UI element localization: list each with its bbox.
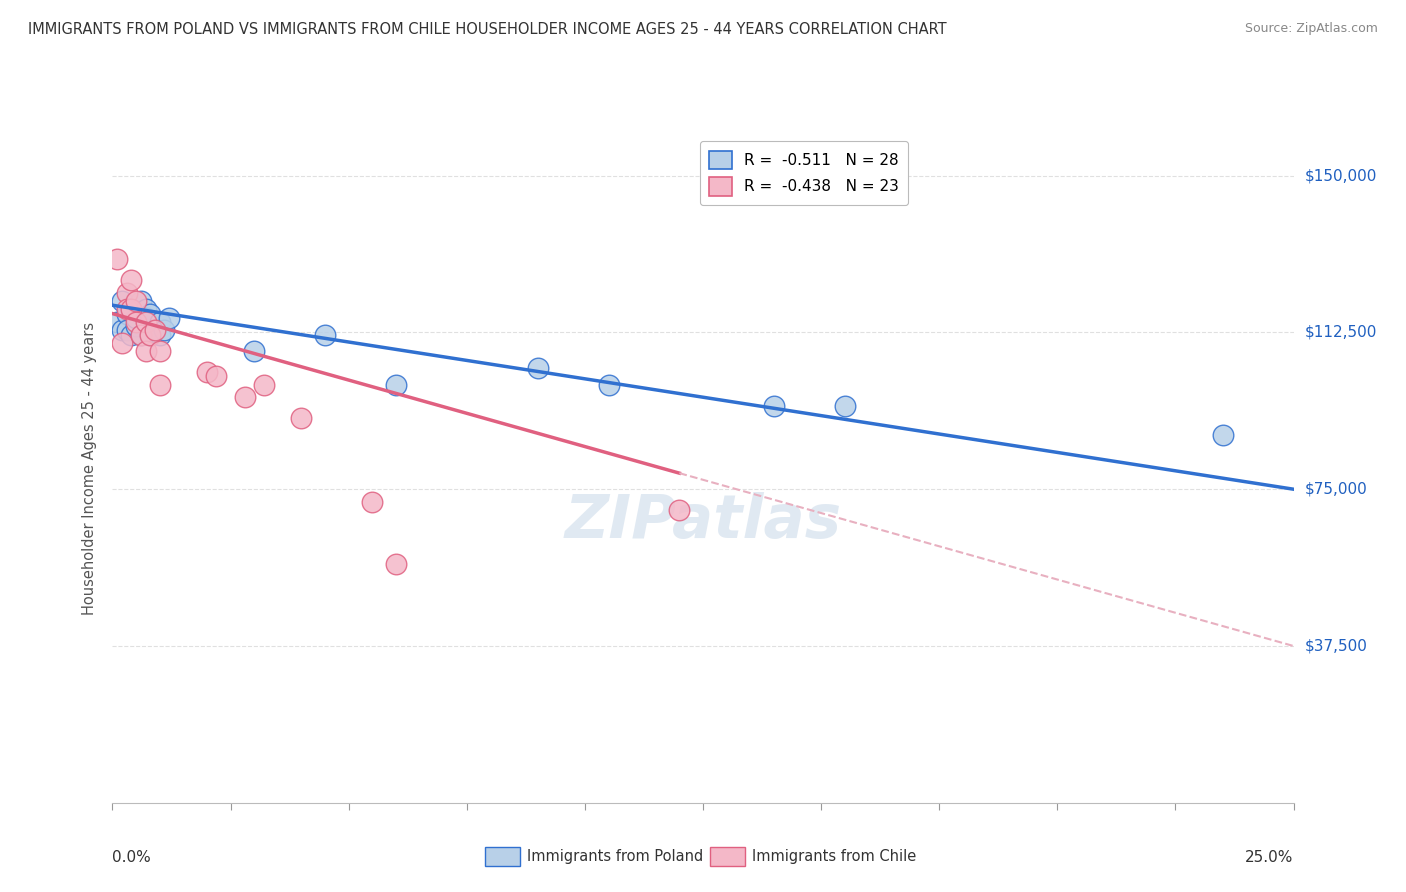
Point (149, 327, 172, 342)
Point (149, 344, 172, 359)
Point (120, 273, 142, 287)
Point (135, 302, 157, 317)
Point (115, 302, 138, 317)
Text: Immigrants from Poland: Immigrants from Poland (527, 849, 703, 863)
Y-axis label: Householder Income Ages 25 - 44 years: Householder Income Ages 25 - 44 years (82, 322, 97, 615)
Point (598, 377, 620, 392)
Point (668, 503, 690, 517)
Point (111, 335, 134, 350)
Point (111, 294, 134, 309)
Point (157, 310, 180, 325)
Point (139, 307, 162, 321)
Point (135, 344, 157, 359)
Point (125, 294, 148, 309)
Point (115, 323, 138, 337)
Point (314, 327, 336, 342)
Text: $37,500: $37,500 (1305, 639, 1368, 654)
Point (125, 310, 148, 325)
Point (153, 323, 176, 337)
Point (115, 307, 138, 321)
Point (385, 558, 408, 572)
Point (233, 390, 256, 404)
Point (135, 315, 157, 329)
Point (129, 327, 152, 342)
Text: $75,000: $75,000 (1305, 482, 1368, 497)
Point (115, 285, 138, 300)
Point (143, 323, 166, 337)
Legend: R =  -0.511   N = 28, R =  -0.438   N = 23: R = -0.511 N = 28, R = -0.438 N = 23 (700, 142, 908, 204)
Point (195, 365, 218, 379)
Text: Immigrants from Chile: Immigrants from Chile (752, 849, 917, 863)
Text: IMMIGRANTS FROM POLAND VS IMMIGRANTS FROM CHILE HOUSEHOLDER INCOME AGES 25 - 44 : IMMIGRANTS FROM POLAND VS IMMIGRANTS FRO… (28, 22, 946, 37)
Point (135, 310, 157, 325)
Point (105, 252, 128, 267)
Point (125, 319, 148, 334)
Point (253, 377, 276, 392)
Point (105, 315, 128, 329)
Text: $112,500: $112,500 (1305, 325, 1376, 340)
Text: Source: ZipAtlas.com: Source: ZipAtlas.com (1244, 22, 1378, 36)
Point (139, 327, 162, 342)
Point (205, 369, 228, 384)
Text: ZIPatlas: ZIPatlas (564, 492, 842, 551)
Text: 0.0%: 0.0% (112, 849, 152, 864)
Point (834, 399, 856, 413)
Point (361, 494, 384, 508)
Point (526, 361, 548, 376)
Point (120, 302, 142, 317)
Point (243, 344, 266, 359)
Point (120, 302, 142, 317)
Point (125, 315, 148, 329)
Point (1212, 428, 1234, 442)
Point (290, 411, 312, 425)
Point (129, 327, 152, 342)
Point (120, 327, 142, 342)
Point (149, 315, 172, 329)
Point (762, 399, 785, 413)
Point (149, 377, 172, 392)
Point (385, 377, 408, 392)
Text: $150,000: $150,000 (1305, 168, 1376, 183)
Point (143, 323, 166, 337)
Point (129, 294, 152, 309)
Point (111, 323, 134, 337)
Text: 25.0%: 25.0% (1246, 849, 1294, 864)
Point (139, 327, 162, 342)
